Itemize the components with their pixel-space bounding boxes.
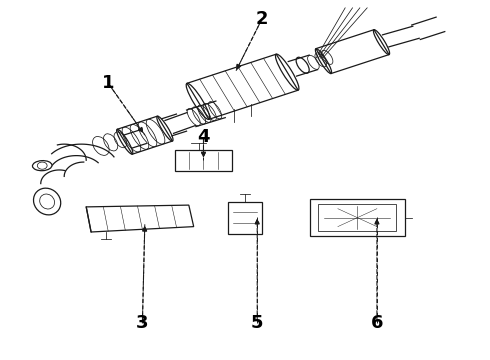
Text: 2: 2 [256, 10, 269, 28]
Text: 3: 3 [136, 314, 148, 332]
Text: 5: 5 [251, 314, 264, 332]
Text: 4: 4 [197, 128, 210, 146]
Text: 6: 6 [370, 314, 383, 332]
Text: 1: 1 [102, 74, 115, 92]
